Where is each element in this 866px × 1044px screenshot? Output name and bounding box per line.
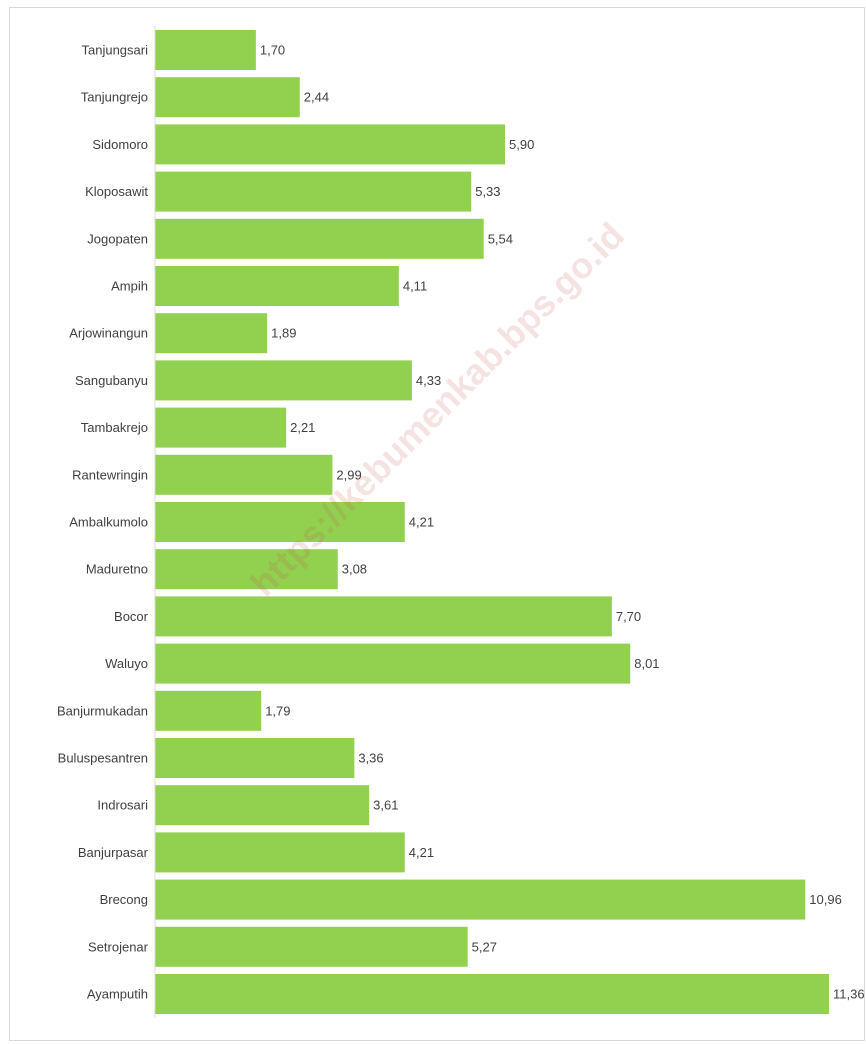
- data-label: 4,33: [416, 373, 441, 388]
- bar-rantewringin: [155, 454, 333, 495]
- bar-sidomoro: [155, 124, 506, 165]
- bar-tanjungsari: [155, 30, 256, 70]
- category-label: Sangubanyu: [75, 373, 148, 388]
- bar-maduretno: [155, 549, 338, 590]
- data-label: 3,36: [358, 751, 383, 766]
- category-label: Tanjungsari: [82, 43, 149, 58]
- data-label: 5,90: [509, 137, 534, 152]
- data-label: 3,08: [342, 562, 367, 577]
- category-label: Jogopaten: [87, 231, 148, 246]
- category-label: Ampih: [111, 279, 148, 294]
- bar-ayamputih: [155, 974, 829, 1014]
- labels-layer: Tanjungsari 1,70 Tanjungrejo 2,44 Sidomoro 5,…: [57, 43, 865, 1002]
- category-label: Sidomoro: [92, 137, 148, 152]
- category-label: Rantewringin: [72, 467, 148, 482]
- data-label: 5,54: [488, 231, 513, 246]
- data-label: 2,44: [304, 90, 329, 105]
- category-label: Banjurmukadan: [57, 703, 148, 718]
- bar-arjowinangun: [155, 313, 268, 354]
- bar-ampih: [155, 266, 399, 306]
- bar-kloposawit: [155, 171, 472, 212]
- bar-bocor: [155, 596, 612, 637]
- bar-indrosari: [155, 785, 370, 826]
- data-label: 2,21: [290, 420, 315, 435]
- bar-sangubanyu: [155, 360, 412, 401]
- bar-waluyo: [155, 643, 631, 684]
- category-label: Tanjungrejo: [81, 90, 148, 105]
- category-label: Banjurpasar: [78, 845, 149, 860]
- data-label: 1,70: [260, 43, 285, 58]
- data-label: 5,27: [472, 939, 497, 954]
- category-label: Kloposawit: [85, 184, 148, 199]
- bar-ambalkumolo: [155, 502, 405, 542]
- data-label: 8,01: [634, 656, 659, 671]
- data-label: 4,21: [409, 845, 434, 860]
- category-label: Buluspesantren: [58, 751, 148, 766]
- category-label: Indrosari: [97, 798, 148, 813]
- bar-tanjungrejo: [155, 77, 300, 118]
- chart-area: Tanjungsari 1,70 Tanjungrejo 2,44 Sidomoro 5,…: [9, 7, 865, 1041]
- category-label: Ayamputih: [87, 987, 148, 1002]
- bar-tambakrejo: [155, 407, 287, 448]
- category-label: Arjowinangun: [69, 326, 148, 341]
- data-label: 4,11: [403, 279, 427, 294]
- data-label: 3,61: [373, 798, 398, 813]
- bar-setrojenar: [155, 926, 468, 967]
- category-label: Brecong: [100, 892, 148, 907]
- category-label: Bocor: [114, 609, 149, 624]
- bar-banjurpasar: [155, 832, 405, 873]
- bar-jogopaten: [155, 218, 484, 259]
- data-label: 11,36: [833, 987, 865, 1002]
- category-label: Setrojenar: [88, 939, 149, 954]
- bar-buluspesantren: [155, 738, 355, 778]
- category-label: Maduretno: [86, 562, 148, 577]
- data-label: 2,99: [336, 467, 361, 482]
- category-label: Tambakrejo: [81, 420, 148, 435]
- data-label: 1,89: [271, 326, 296, 341]
- category-label: Waluyo: [105, 656, 148, 671]
- bar-banjurmukadan: [155, 690, 262, 731]
- category-label: Ambalkumolo: [69, 515, 148, 530]
- data-label: 10,96: [809, 892, 842, 907]
- data-label: 5,33: [475, 184, 500, 199]
- data-label: 1,79: [265, 703, 290, 718]
- data-label: 4,21: [409, 515, 434, 530]
- bars-layer: [155, 30, 829, 1014]
- bar-brecong: [155, 879, 806, 920]
- data-label: 7,70: [616, 609, 641, 624]
- bar-chart: Tanjungsari 1,70 Tanjungrejo 2,44 Sidomoro 5,…: [57, 26, 865, 1018]
